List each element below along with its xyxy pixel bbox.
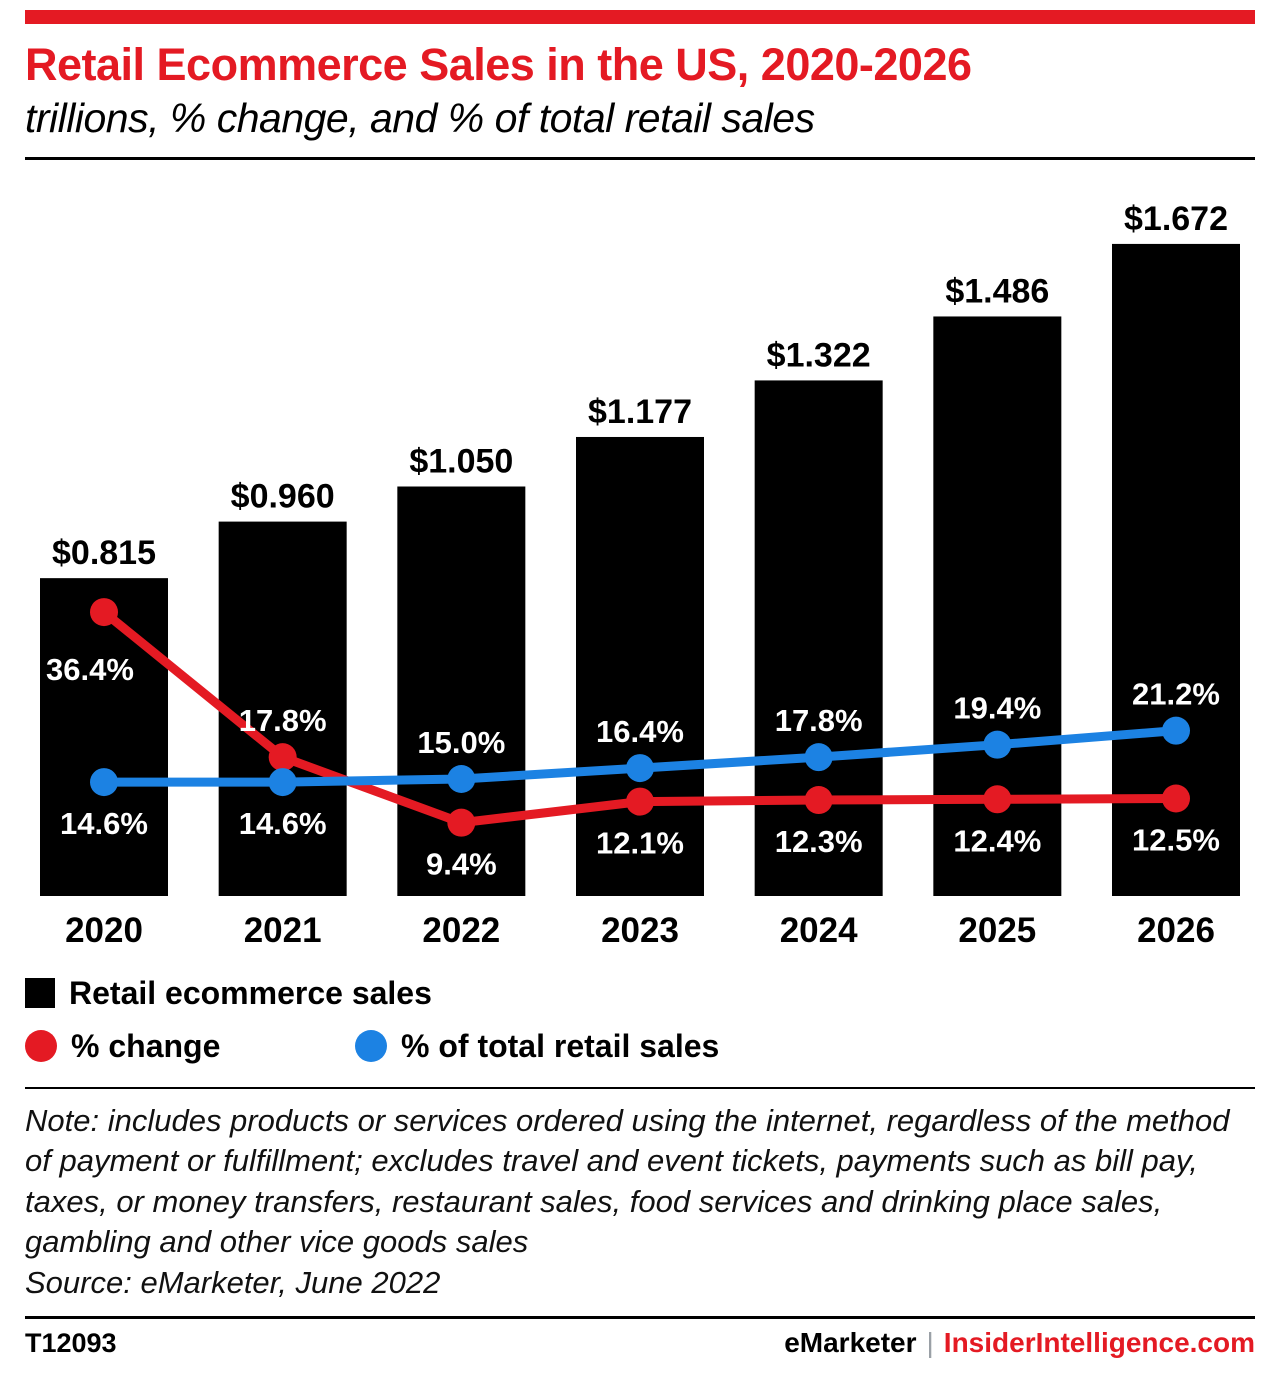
legend-item-pct-change: % change	[25, 1028, 355, 1065]
legend-item-pct-total: % of total retail sales	[355, 1028, 719, 1065]
legend-bar-label: Retail ecommerce sales	[69, 974, 432, 1011]
bar-value-label: $1.486	[945, 272, 1049, 310]
brand-separator: |	[926, 1326, 934, 1358]
data-point	[983, 730, 1012, 759]
chart-subtitle: trillions, % change, and % of total reta…	[25, 94, 815, 141]
point-value-label: 17.8%	[775, 703, 863, 738]
point-value-label: 16.4%	[596, 714, 684, 749]
data-point	[804, 785, 833, 814]
legend-red-dot-icon	[25, 1030, 57, 1063]
data-point	[983, 784, 1012, 813]
bar-value-label: $1.177	[588, 393, 692, 431]
x-axis-label: 2024	[780, 911, 858, 950]
data-point	[447, 808, 476, 837]
point-value-label: 36.4%	[46, 652, 134, 687]
point-value-label: 12.3%	[775, 824, 863, 859]
legend: Retail ecommerce sales % change % of tot…	[25, 975, 1255, 1065]
data-point	[626, 753, 654, 782]
footer-brand: eMarketer | InsiderIntelligence.com	[784, 1327, 1255, 1359]
bar-value-label: $0.815	[52, 534, 156, 572]
data-point	[90, 767, 118, 796]
data-point	[804, 742, 833, 771]
point-value-label: 19.4%	[953, 690, 1041, 725]
bar-2024	[754, 380, 883, 896]
footer: T12093 eMarketer | InsiderIntelligence.com	[25, 1327, 1255, 1359]
point-value-label: 14.6%	[60, 806, 148, 841]
note-divider	[25, 1086, 1255, 1089]
footer-divider	[25, 1315, 1255, 1319]
point-value-label: 21.2%	[1132, 676, 1220, 711]
legend-pct-total-label: % of total retail sales	[401, 1027, 720, 1064]
chart-area: $0.815 2020 $0.960 2021 $1.050 2022 $1.177 2023…	[40, 196, 1255, 961]
x-axis-label: 2021	[244, 911, 322, 950]
insider-intelligence-link: InsiderIntelligence.com	[943, 1326, 1255, 1358]
x-axis-label: 2020	[65, 911, 143, 950]
data-point	[1162, 716, 1190, 745]
data-point	[90, 597, 118, 626]
point-value-label: 12.1%	[596, 825, 684, 860]
point-value-label: 15.0%	[417, 725, 505, 760]
data-point	[268, 767, 297, 796]
data-point	[1162, 784, 1190, 813]
data-point	[447, 764, 476, 793]
brand-top-bar	[25, 10, 1255, 24]
x-axis-label: 2025	[958, 911, 1036, 950]
point-value-label: 12.5%	[1132, 822, 1220, 857]
chart-id: T12093	[25, 1327, 117, 1358]
bar-2020	[40, 577, 168, 896]
x-axis-label: 2026	[1137, 911, 1215, 950]
bar-line-chart: $0.815 2020 $0.960 2021 $1.050 2022 $1.177 2023…	[40, 200, 1240, 950]
legend-bar-swatch-icon	[25, 978, 55, 1009]
point-value-label: 14.6%	[239, 806, 327, 841]
bar-2023	[576, 436, 704, 896]
x-axis-label: 2022	[422, 911, 500, 950]
point-value-label: 9.4%	[426, 846, 497, 881]
title-divider	[25, 156, 1255, 160]
chart-source: Source: eMarketer, June 2022	[25, 1265, 441, 1301]
point-value-label: 12.4%	[953, 823, 1041, 858]
legend-row-bars: Retail ecommerce sales	[25, 975, 1255, 1012]
legend-blue-dot-icon	[355, 1030, 387, 1063]
data-point	[626, 787, 654, 816]
bar-value-label: $1.050	[409, 442, 513, 480]
bar-2021	[218, 521, 347, 896]
chart-note: Note: includes products or services orde…	[25, 1102, 1230, 1260]
legend-row-lines: % change % of total retail sales	[25, 1028, 1255, 1065]
data-point	[268, 742, 297, 771]
bar-value-label: $1.672	[1124, 200, 1228, 238]
x-axis-label: 2023	[601, 911, 679, 950]
bar-value-label: $1.322	[767, 336, 871, 374]
bar-value-label: $0.960	[231, 477, 335, 515]
emarketer-logo-text: eMarketer	[784, 1326, 917, 1358]
point-value-label: 17.8%	[239, 703, 327, 738]
chart-title: Retail Ecommerce Sales in the US, 2020-2…	[25, 39, 972, 90]
legend-pct-change-label: % change	[71, 1027, 221, 1064]
